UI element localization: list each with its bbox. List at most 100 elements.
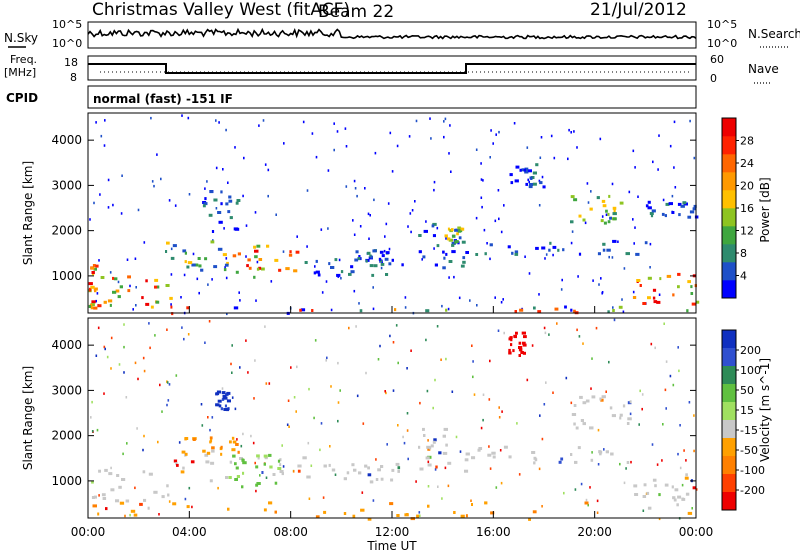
data-cell [514, 310, 517, 313]
noise-pixel [239, 299, 241, 302]
noise-pixel [91, 430, 94, 433]
noise-pixel [397, 361, 399, 365]
noise-pixel [132, 308, 134, 311]
noise-pixel [149, 346, 151, 350]
data-cell [518, 341, 522, 345]
noise-pixel [632, 149, 635, 153]
noise-pixel [308, 387, 310, 391]
data-cell [127, 289, 131, 293]
data-cell [531, 176, 535, 179]
data-cell [612, 217, 617, 221]
data-cell [209, 436, 213, 440]
noise-pixel [494, 219, 497, 223]
noise-pixel [658, 134, 660, 137]
data-cell [233, 306, 239, 310]
data-cell [369, 480, 374, 484]
noise-pixel [396, 144, 399, 148]
noise-pixel [120, 212, 123, 215]
data-cell [172, 244, 177, 248]
noise-pixel [573, 130, 575, 133]
nsky-label: N.Sky [4, 31, 38, 45]
data-cell [447, 461, 452, 465]
data-cell [443, 427, 448, 431]
data-cell [377, 468, 381, 472]
data-cell [432, 222, 437, 226]
noise-pixel [356, 394, 359, 398]
data-cell [302, 456, 307, 460]
noise-pixel [541, 437, 544, 441]
colorbar-tick-label: 16 [740, 202, 754, 215]
colorbar-segment [722, 280, 736, 299]
data-cell [434, 263, 438, 267]
data-cell [465, 452, 470, 456]
data-cell [95, 264, 99, 268]
data-cell [687, 280, 691, 284]
data-cell [210, 240, 215, 244]
noise-pixel [543, 403, 546, 406]
noise-pixel [693, 449, 695, 453]
data-cell [90, 303, 95, 307]
noise-pixel [104, 347, 106, 351]
data-cell [88, 282, 93, 286]
noise-pixel [544, 331, 547, 335]
noise-pixel [440, 358, 442, 361]
noise-pixel [126, 442, 128, 445]
data-cell [518, 346, 523, 349]
noise-pixel [576, 328, 578, 332]
noise-pixel [282, 465, 285, 468]
data-cell [578, 252, 582, 256]
data-cell [391, 468, 395, 472]
data-cell [359, 309, 363, 313]
noise-pixel [483, 228, 486, 232]
colorbar-segment [722, 456, 736, 475]
noise-pixel [250, 434, 252, 438]
colorbar-tick-label: 24 [740, 157, 754, 170]
data-cell [198, 264, 202, 268]
noise-pixel [267, 168, 270, 172]
data-cell [582, 422, 586, 426]
data-cell [261, 471, 264, 474]
noise-pixel [448, 276, 450, 279]
nave-tick-top: 60 [710, 53, 724, 66]
data-cell [380, 477, 384, 481]
noise-pixel [693, 414, 695, 417]
noise-pixel [188, 486, 191, 490]
noise-pixel [407, 457, 409, 461]
data-cell [227, 507, 230, 511]
data-cell [175, 462, 178, 466]
data-cell [202, 449, 206, 453]
data-cell [521, 331, 526, 335]
data-cell [185, 452, 188, 456]
colorbar-segment [722, 420, 736, 439]
data-cell [90, 306, 94, 310]
noise-pixel [239, 366, 241, 369]
data-cell [680, 204, 685, 208]
x-tick-label: 12:00 [375, 525, 410, 539]
noise-pixel [561, 278, 563, 282]
noise-pixel [582, 342, 584, 345]
noise-pixel [168, 199, 171, 202]
noise-pixel [527, 178, 529, 182]
noise-pixel [320, 228, 323, 231]
data-cell [573, 404, 577, 407]
noise-pixel [95, 121, 97, 124]
noise-pixel [539, 414, 541, 417]
data-cell [574, 460, 578, 464]
noise-pixel [175, 374, 178, 377]
data-cell [350, 270, 355, 274]
noise-pixel [129, 284, 131, 288]
data-cell [618, 305, 623, 309]
data-cell [367, 473, 372, 477]
noise-pixel [359, 225, 362, 228]
noise-pixel [151, 180, 154, 183]
data-cell [141, 296, 144, 300]
data-cell [397, 466, 401, 470]
noise-pixel [118, 363, 121, 366]
data-cell [91, 300, 96, 304]
noise-pixel [134, 361, 137, 365]
data-cell [510, 343, 513, 347]
data-cell [279, 458, 282, 462]
noise-pixel [259, 474, 261, 477]
y-tick-label: 1000 [51, 474, 82, 488]
noise-pixel [352, 219, 354, 222]
